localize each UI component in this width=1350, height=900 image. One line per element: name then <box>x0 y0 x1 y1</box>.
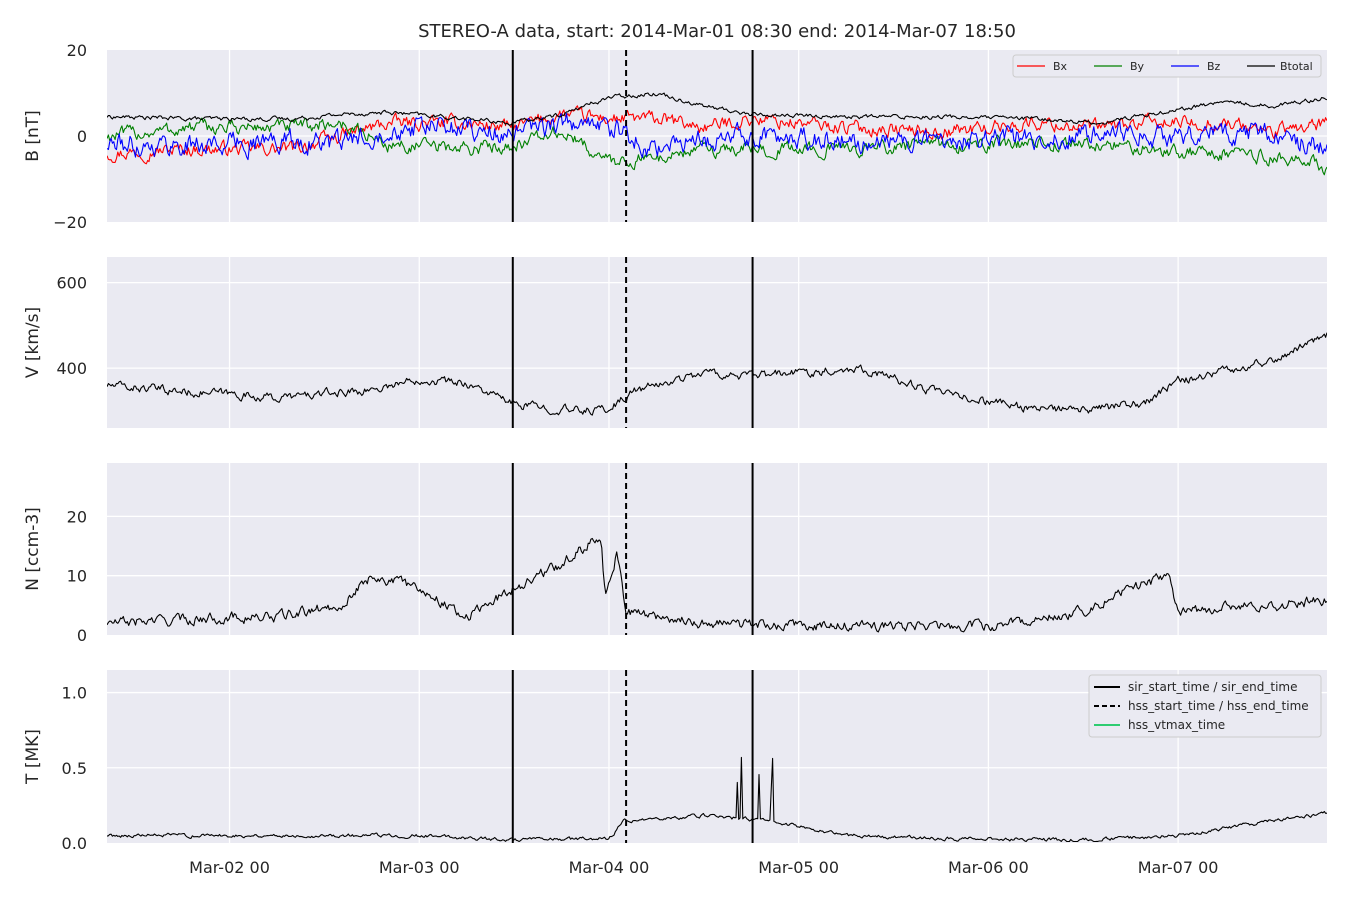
y-axis-label: T [MK] <box>23 729 43 785</box>
x-tick-label: Mar-05 00 <box>758 858 839 877</box>
y-tick-label: 0 <box>77 626 87 645</box>
legend-label-event: hss_vtmax_time <box>1128 718 1225 732</box>
series-line-T <box>107 756 1327 843</box>
legend-frame <box>1088 674 1322 738</box>
y-tick-label: 10 <box>67 567 87 586</box>
y-tick-label: 20 <box>67 41 87 60</box>
panel-B: 20 0 −20 B [nT] Bx By Bz Btotal <box>23 41 1327 232</box>
y-tick-label: 20 <box>67 507 87 526</box>
legend-B: Bx By Bz Btotal <box>1012 54 1322 78</box>
series-group <box>107 756 1327 843</box>
series-group <box>107 332 1327 416</box>
legend-frame <box>1012 54 1322 78</box>
y-tick-label: 600 <box>56 274 87 293</box>
panel-N: 20 10 0 N [ccm-3] <box>23 463 1327 645</box>
series-line-Bz <box>107 113 1327 161</box>
panel-T: 1.0 0.5 0.0 T [MK] sir_start_time / sir_end_… <box>23 670 1327 853</box>
y-tick-label: 0.0 <box>62 834 87 853</box>
y-tick-label: −20 <box>53 213 87 232</box>
series-line-Btotal <box>107 92 1327 126</box>
y-tick-label: 400 <box>56 359 87 378</box>
series-line-V <box>107 332 1327 416</box>
legend-label-Btotal: Btotal <box>1280 60 1313 73</box>
y-axis-label: N [ccm-3] <box>23 507 43 591</box>
chart-title: STEREO-A data, start: 2014-Mar-01 08:30 … <box>418 21 1016 42</box>
y-tick-label: 0.5 <box>62 759 87 778</box>
legend-label-By: By <box>1130 60 1145 73</box>
legend-events: sir_start_time / sir_end_time hss_start_t… <box>1088 674 1322 738</box>
series-line-N <box>107 537 1327 633</box>
series-group <box>107 92 1327 176</box>
y-axis-label: B [nT] <box>23 110 43 162</box>
x-tick-label: Mar-07 00 <box>1138 858 1219 877</box>
panel-V: 600 400 V [km/s] <box>23 257 1327 428</box>
legend-label-Bz: Bz <box>1207 60 1221 73</box>
legend-label-Bx: Bx <box>1053 60 1068 73</box>
legend-label-event: hss_start_time / hss_end_time <box>1128 699 1309 713</box>
x-tick-label: Mar-03 00 <box>379 858 460 877</box>
y-axis-label: V [km/s] <box>23 307 43 378</box>
y-tick-label: 1.0 <box>62 684 87 703</box>
plot-area <box>107 463 1327 635</box>
legend-label-event: sir_start_time / sir_end_time <box>1128 680 1298 694</box>
series-line-By <box>107 117 1327 176</box>
x-tick-label: Mar-06 00 <box>948 858 1029 877</box>
y-tick-label: 0 <box>77 127 87 146</box>
plot-area <box>107 257 1327 428</box>
x-tick-label: Mar-02 00 <box>189 858 270 877</box>
panels: 20 0 −20 B [nT] Bx By Bz Btotal 600 400 V [km/s] 20… <box>23 41 1327 877</box>
series-group <box>107 537 1327 633</box>
x-tick-label: Mar-04 00 <box>569 858 650 877</box>
